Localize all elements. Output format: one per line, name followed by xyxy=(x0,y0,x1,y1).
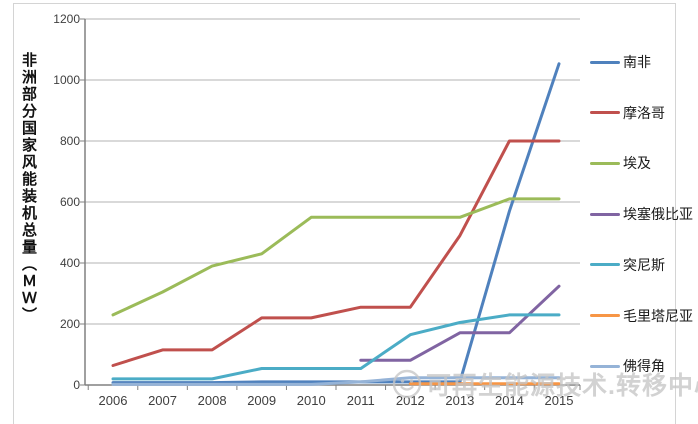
y-tick-label: 1000 xyxy=(53,73,80,87)
series-line-突尼斯 xyxy=(111,313,561,381)
y-tick-label: 600 xyxy=(59,195,80,209)
plot-area xyxy=(80,18,581,390)
series-line-佛得角 xyxy=(111,376,561,386)
series-line-南非 xyxy=(111,62,561,385)
x-tick-label: 2014 xyxy=(494,393,524,408)
x-tick-label: 2011 xyxy=(346,393,375,408)
x-tick-label: 2009 xyxy=(247,393,277,408)
y-axis-title: 非洲部分国家风能装机总量（ＭＷ） xyxy=(20,52,37,324)
y-tick-label: 1200 xyxy=(53,12,80,26)
x-tick-label: 2006 xyxy=(98,393,128,408)
x-tick-label: 2015 xyxy=(544,393,574,408)
series-line-埃及 xyxy=(111,197,561,317)
x-tick-label: 2008 xyxy=(197,393,227,408)
x-tick-label: 2010 xyxy=(296,393,326,408)
y-tick-label: 400 xyxy=(59,256,80,270)
series-line-埃塞俄比亚 xyxy=(359,284,561,362)
x-tick-label: 2007 xyxy=(148,393,177,408)
y-tick-label: 800 xyxy=(59,134,80,148)
chart-frame xyxy=(13,3,676,424)
y-tick-label: 200 xyxy=(59,317,80,331)
series-line-摩洛哥 xyxy=(111,139,561,367)
x-tick-label: 2012 xyxy=(395,393,425,408)
y-tick-label: 0 xyxy=(73,378,80,392)
x-tick-label: 2013 xyxy=(445,393,475,408)
